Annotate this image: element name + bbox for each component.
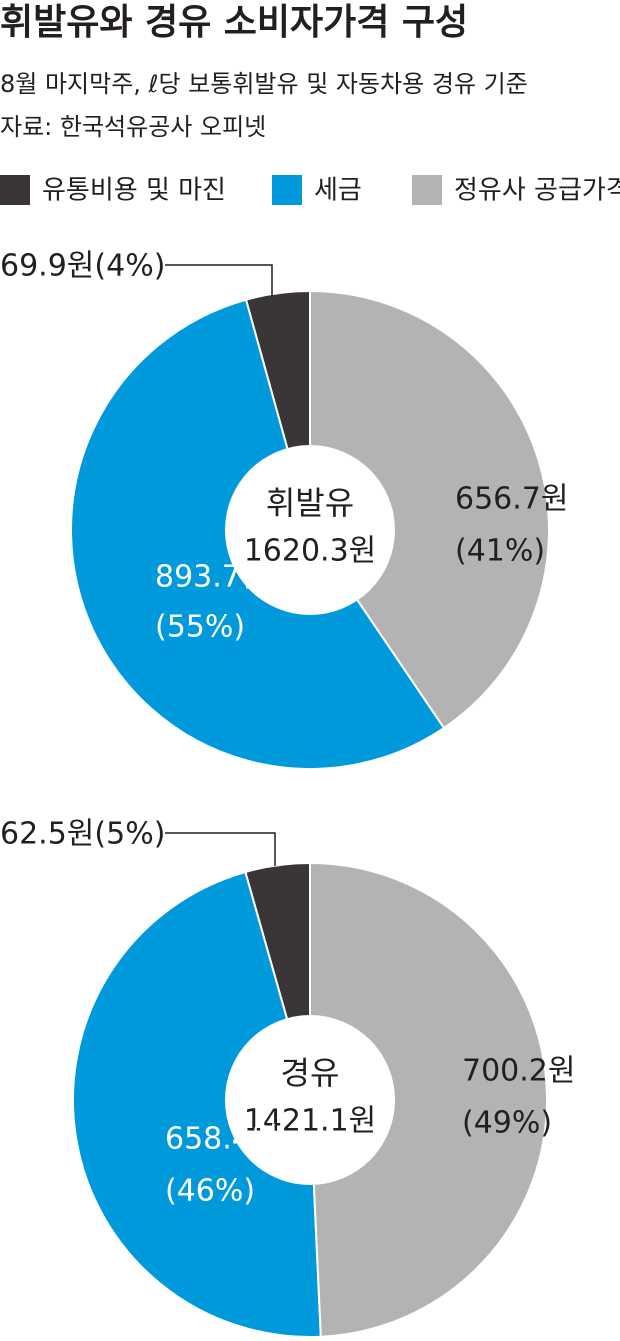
legend-label: 정유사 공급가격 [454,176,620,206]
value-label: 62.5원(5%) [0,817,165,852]
total-label: 1421.1원 [244,1104,377,1139]
legend-swatch [0,175,30,205]
donut-hole [225,445,395,615]
value-label: 69.9원(4%) [0,249,165,284]
leader-line [165,264,273,296]
value-label: 700.2원 [462,1054,575,1089]
legend-swatch [272,175,302,205]
legend-label: 세금 [314,176,362,206]
value-label: (55%) [155,610,245,645]
value-label: (46%) [165,1174,255,1209]
value-label: (49%) [462,1106,552,1141]
leader-line [165,832,276,866]
legend-label: 유통비용 및 마진 [42,176,226,206]
slice [309,289,550,730]
title: 휘발유와 경유 소비자가격 구성 [0,2,468,43]
slice [72,870,322,1338]
total-label: 1620.3원 [244,534,377,569]
subtitle: 8월 마지막주, ℓ당 보통휘발유 및 자동차용 경유 기준 [0,70,528,98]
center-label: 휘발유 [266,484,354,522]
slice [309,861,548,1338]
value-label: (41%) [455,534,545,569]
source: 자료: 한국석유공사 오피넷 [0,113,266,141]
value-label: 658.4원 [165,1122,278,1157]
value-label: 656.7원 [455,482,568,517]
value-label: 893.7원 [155,560,268,595]
legend-swatch [412,175,442,205]
center-label: 경유 [281,1054,340,1092]
donut-hole [225,1015,395,1185]
